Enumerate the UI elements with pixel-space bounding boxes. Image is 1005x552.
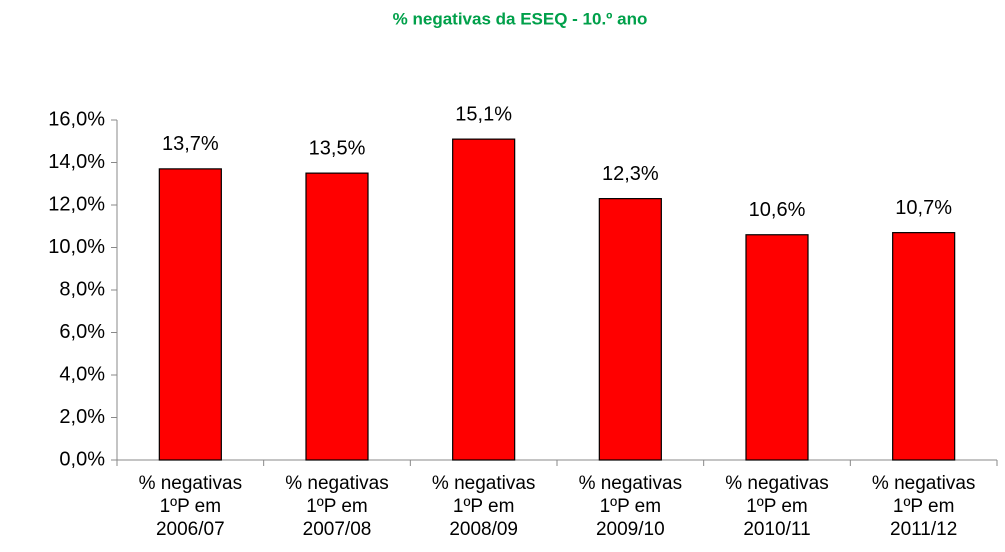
x-tick-label: % negativas 1ºP em 2010/11 [725,473,829,540]
y-tick-label: 10,0% [48,236,105,258]
bar [598,198,662,461]
y-tick-label: 14,0% [48,151,105,173]
y-tick-label: 0,0% [59,448,105,470]
chart-title: % negativas da ESEQ - 10.º ano [393,9,648,28]
x-tick-label: % negativas 1ºP em 2009/10 [578,473,683,540]
x-tick-label: % negativas 1ºP em 2008/09 [431,473,536,540]
bar [745,234,809,461]
bar [892,232,956,461]
data-label: 13,5% [309,137,366,159]
y-tick-label: 6,0% [59,321,105,343]
x-tick-label: % negativas 1ºP em 2007/08 [285,473,389,540]
y-tick-label: 8,0% [59,278,105,300]
data-label: 13,7% [162,133,219,155]
data-label: 10,7% [895,197,952,219]
y-tick-label: 12,0% [48,193,105,215]
y-tick-label: 16,0% [48,108,105,130]
data-label: 10,6% [749,199,806,221]
y-tick-label: 2,0% [59,406,105,428]
bar [158,168,222,461]
data-label: 12,3% [602,163,659,185]
x-tick-label: % negativas 1ºP em 2006/07 [138,473,243,540]
bar [452,138,516,461]
y-tick-label: 4,0% [59,363,105,385]
data-label: 15,1% [455,103,512,125]
x-tick-label: % negativas 1ºP em 2011/12 [871,473,976,540]
bar [305,172,369,461]
